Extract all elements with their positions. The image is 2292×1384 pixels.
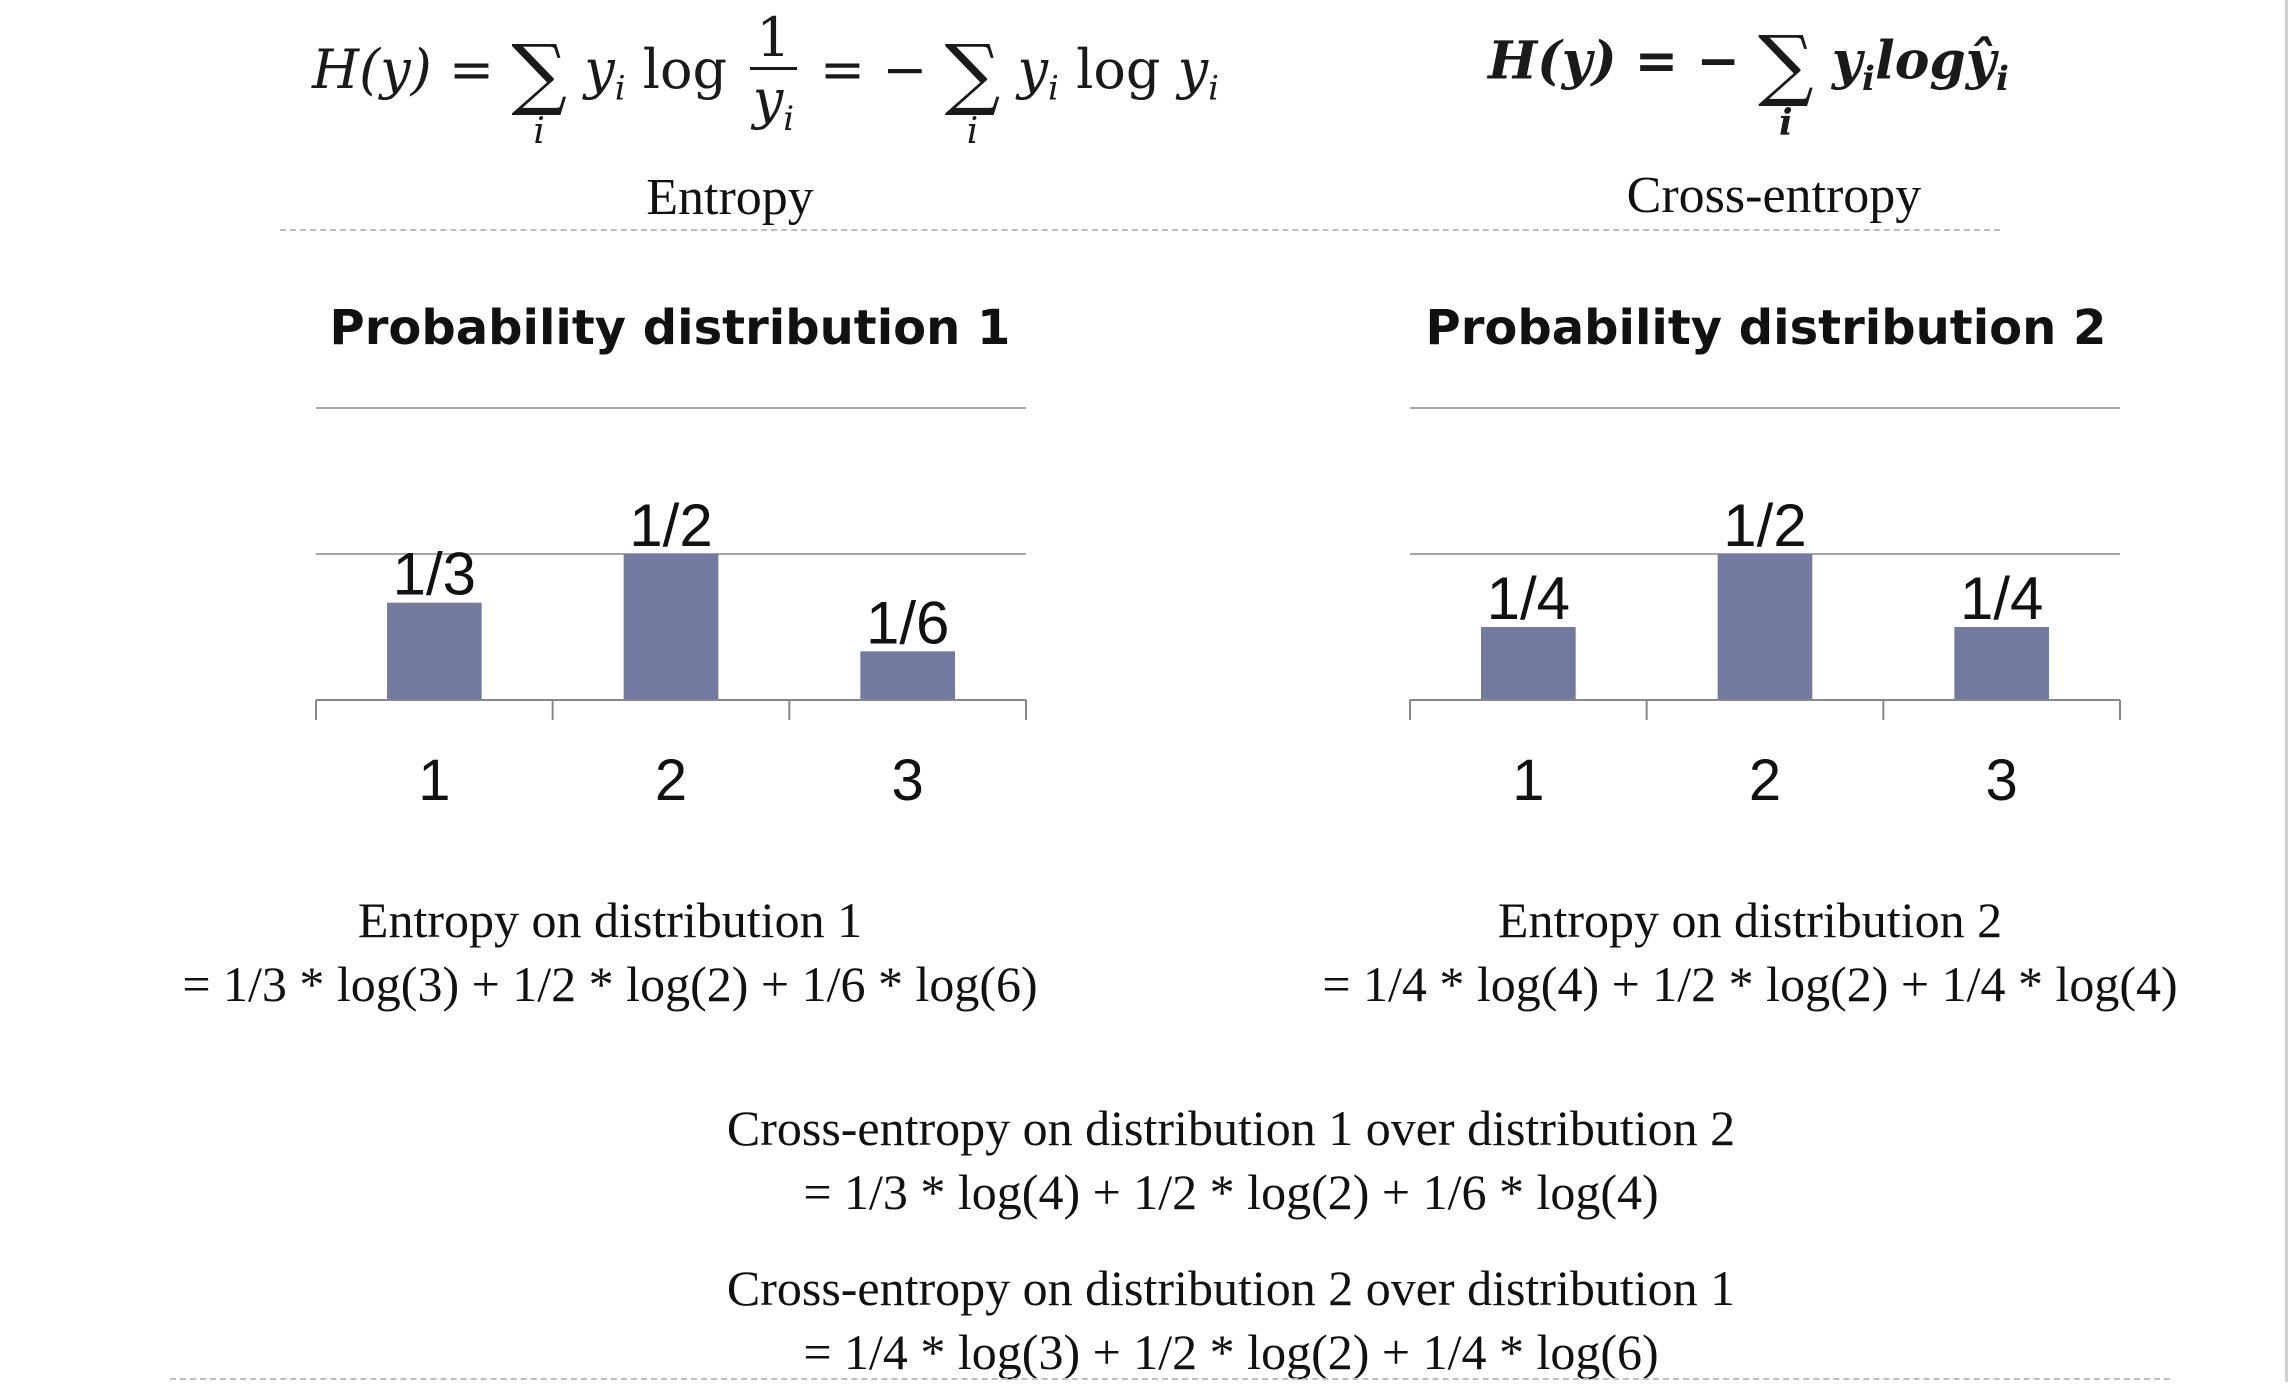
chart-2-title: Probability distribution 2 [1425,300,2107,356]
entropy-fraction: 1 yi [750,9,797,138]
cross-entropy-2-1-title: Cross-entropy on distribution 2 over dis… [726,1260,1736,1316]
cross-entropy-caption: Cross-entropy [1626,167,1922,224]
data-label: 1/2 [629,492,712,559]
chart-1-title: Probability distribution 1 [329,300,1011,356]
bar [387,602,482,700]
entropy-formula: H(y) = ∑ i yi log 1 yi = − ∑ i yi log yi [312,6,1219,152]
cross-entropy-1-2-title: Cross-entropy on distribution 1 over dis… [726,1100,1736,1156]
x-tick-label: 1 [1512,748,1544,813]
entropy-mid: = − [819,37,928,101]
bar [1481,627,1576,700]
entropy-1-expression: = 1/3 * log(3) + 1/2 * log(2) + 1/6 * lo… [182,956,1038,1012]
x-tick-label: 2 [655,748,687,813]
cross-entropy-2-1-block: Cross-entropy on distribution 2 over dis… [596,1256,1866,1384]
cross-entropy-1-2-expression: = 1/3 * log(4) + 1/2 * log(2) + 1/6 * lo… [803,1164,1659,1220]
entropy-term-y: y [584,37,615,101]
data-label: 1/6 [866,589,949,656]
x-tick-label: 1 [418,748,450,813]
bar [860,651,955,700]
entropy-1-title: Entropy on distribution 1 [357,892,863,948]
data-label: 1/4 [1487,565,1570,632]
cross-entropy-lhs: H(y) = − [1488,30,1740,92]
chart-1: 1/3 1 1/2 2 1/6 3 [315,407,1027,813]
x-tick-label: 3 [892,748,924,813]
cross-entropy-formula: H(y) = − ∑ i yilogŷi [1488,20,2009,144]
bar [1717,554,1813,700]
entropy-log: log [642,37,728,101]
entropy-2-title: Entropy on distribution 2 [1497,892,2003,948]
x-tick-label: 3 [1986,748,2018,813]
cross-entropy-2-1-expression: = 1/4 * log(3) + 1/2 * log(2) + 1/4 * lo… [803,1324,1659,1380]
x-tick-label: 2 [1749,748,1781,813]
entropy-2-expression: = 1/4 * log(4) + 1/2 * log(2) + 1/4 * lo… [1322,956,2178,1012]
bar [1954,627,2049,700]
data-label: 1/4 [1960,565,2043,632]
cross-entropy-1-2-block: Cross-entropy on distribution 1 over dis… [596,1096,1866,1224]
entropy-2-block: Entropy on distribution 2 = 1/4 * log(4)… [1280,888,2220,1016]
sum-symbol-3: ∑ i [1758,20,1814,144]
entropy-lhs: H(y) = [312,37,495,101]
bar [623,554,719,700]
sum-symbol-2: ∑ i [944,28,1001,152]
sum-symbol-1: ∑ i [511,28,568,152]
top-divider [280,229,2000,231]
chart-2: 1/4 1 1/2 2 1/4 3 [1409,407,2121,813]
entropy-caption: Entropy [646,169,814,226]
data-label: 1/3 [393,541,476,608]
right-edge-line [2285,0,2288,1382]
bottom-divider [170,1378,2170,1380]
entropy-1-block: Entropy on distribution 1 = 1/3 * log(3)… [140,888,1080,1016]
data-label: 1/2 [1723,492,1806,559]
